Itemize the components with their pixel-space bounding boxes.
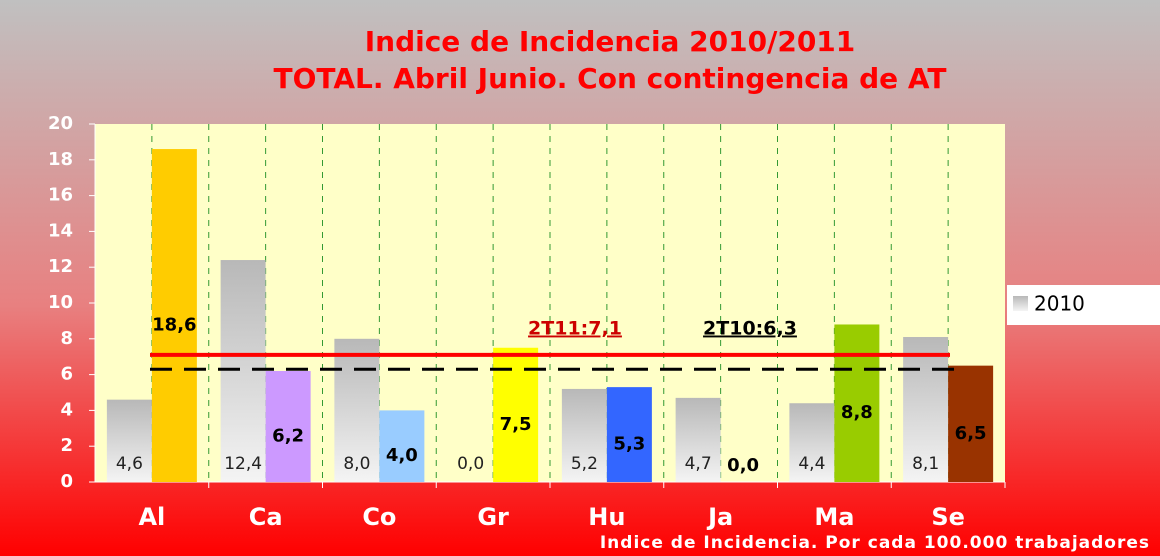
y-tick-label: 4 [60, 399, 73, 420]
bar [789, 403, 835, 482]
bar [265, 371, 311, 482]
value-label: 7,5 [500, 414, 532, 435]
x-tick-label: Se [931, 503, 965, 531]
x-tick-label: Co [362, 503, 396, 531]
value-label: 8,0 [343, 454, 370, 474]
bar [675, 397, 721, 482]
x-tick-label: Gr [477, 503, 509, 531]
reference-label: 2T10:6,3 [703, 318, 797, 340]
y-tick-label: 2 [60, 435, 73, 456]
x-tick-label: Ja [706, 503, 733, 531]
value-label: 6,5 [955, 423, 987, 444]
legend [1007, 285, 1160, 325]
bar [834, 324, 880, 482]
legend-label: 2010 [1034, 292, 1085, 316]
bar [606, 387, 652, 482]
value-label: 4,7 [685, 454, 712, 474]
x-tick-label: Hu [588, 503, 625, 531]
x-tick-label: Ma [814, 503, 854, 531]
y-tick-label: 8 [60, 328, 73, 349]
value-label: 18,6 [152, 315, 196, 336]
bar [903, 337, 949, 482]
reference-label: 2T11:7,1 [528, 318, 622, 340]
y-tick-label: 0 [60, 471, 73, 492]
value-label: 5,2 [571, 454, 598, 474]
x-tick-label: Al [138, 503, 165, 531]
y-tick-label: 12 [48, 256, 73, 277]
value-label: 4,6 [116, 454, 143, 474]
y-tick-label: 18 [48, 149, 73, 170]
value-label: 8,1 [912, 454, 939, 474]
legend-swatch [1013, 296, 1028, 311]
y-tick-label: 6 [60, 364, 73, 385]
value-label: 8,8 [841, 402, 873, 423]
value-label: 0,0 [727, 455, 759, 476]
bar [106, 399, 152, 482]
bar [151, 149, 197, 482]
value-label: 6,2 [272, 426, 304, 447]
bar [948, 365, 994, 482]
chart-title: TOTAL. Abril Junio. Con contingencia de … [273, 62, 946, 95]
bar [334, 338, 380, 482]
bar [561, 388, 607, 482]
value-label: 4,4 [798, 454, 825, 474]
value-label: 4,0 [386, 445, 418, 466]
value-label: 12,4 [224, 454, 262, 474]
y-tick-label: 10 [48, 292, 73, 313]
y-tick-label: 16 [48, 185, 73, 206]
value-label: 5,3 [613, 434, 645, 455]
bar [220, 260, 266, 482]
x-axis-label: Indice de Incidencia. Por cada 100.000 t… [600, 533, 1150, 553]
value-label: 0,0 [457, 454, 484, 474]
x-tick-label: Ca [249, 503, 283, 531]
y-tick-label: 20 [48, 113, 73, 134]
bar [379, 410, 425, 482]
chart-title: Indice de Incidencia 2010/2011 [365, 25, 856, 58]
y-tick-label: 14 [48, 220, 73, 241]
